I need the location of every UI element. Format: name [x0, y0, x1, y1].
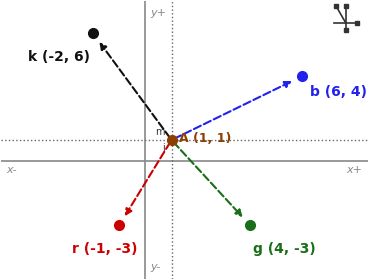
- Text: i: i: [162, 143, 165, 153]
- Text: y+: y+: [150, 8, 166, 18]
- Text: g (4, -3): g (4, -3): [253, 242, 315, 256]
- Text: A (1, 1): A (1, 1): [179, 132, 232, 145]
- Text: b (6, 4): b (6, 4): [310, 85, 367, 99]
- Text: r (-1, -3): r (-1, -3): [72, 242, 138, 256]
- Text: k (-2, 6): k (-2, 6): [28, 50, 90, 64]
- Text: x+: x+: [347, 165, 363, 174]
- Text: x-: x-: [6, 165, 17, 174]
- Text: m: m: [155, 127, 165, 137]
- Text: y-: y-: [150, 262, 160, 272]
